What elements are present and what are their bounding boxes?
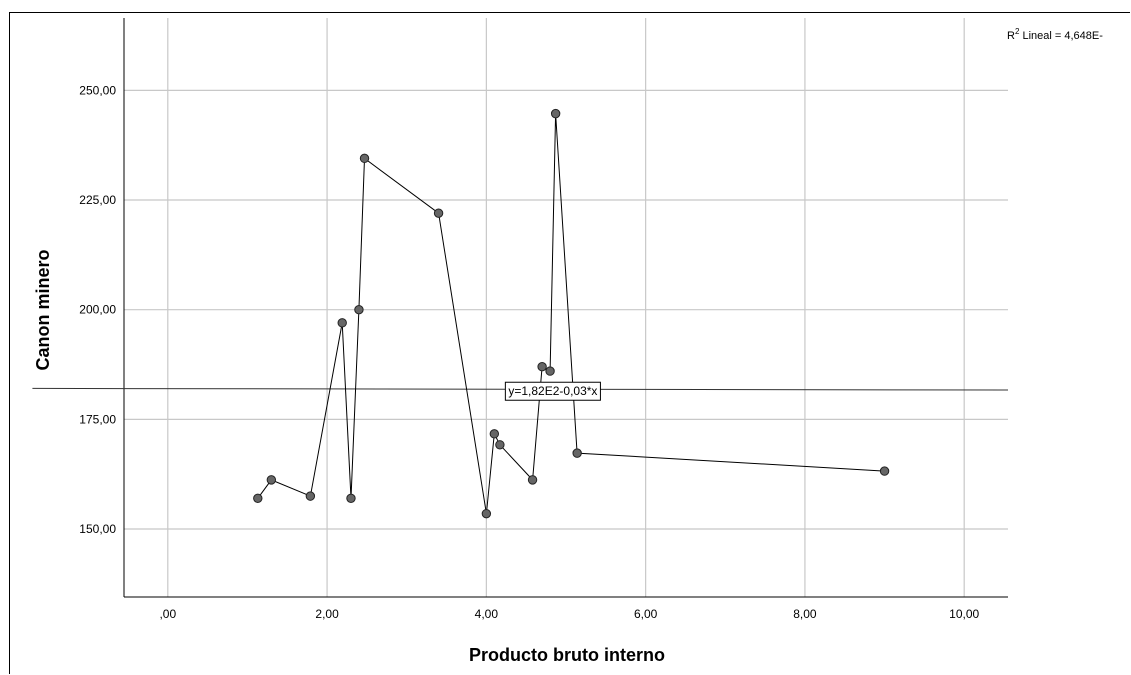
r2-superscript: 2 — [1015, 27, 1020, 36]
y-tick-labels: 150,00 175,00 200,00 225,00 250,00 — [79, 83, 116, 536]
data-point — [495, 440, 505, 450]
x-tick-label: 2,00 — [315, 607, 339, 621]
data-point — [572, 448, 582, 458]
x-axis-title: Producto bruto interno — [469, 645, 665, 665]
data-point — [550, 108, 561, 119]
data-point — [305, 491, 316, 501]
x-tick-label: ,00 — [159, 607, 176, 621]
r2-label: R2 Lineal = 4,648E- — [1007, 27, 1103, 42]
data-point — [337, 318, 347, 328]
y-tick-label: 225,00 — [79, 193, 116, 207]
data-point — [527, 475, 538, 485]
x-tick-label: 10,00 — [949, 607, 979, 621]
equation-label-box: y=1,82E2-0,03*x — [504, 381, 601, 401]
chart-frame — [9, 12, 1130, 674]
y-tick-label: 150,00 — [79, 522, 116, 536]
data-point — [354, 304, 364, 315]
x-tick-labels: ,00 2,00 4,00 6,00 8,00 10,00 — [159, 607, 979, 621]
data-point — [545, 366, 555, 376]
y-tick-label: 175,00 — [79, 412, 116, 426]
data-point — [433, 208, 444, 218]
y-axis-title: Canon minero — [33, 249, 53, 370]
equation-label: y=1,82E2-0,03*x — [508, 384, 597, 398]
data-point — [359, 153, 370, 164]
equation-box — [504, 381, 601, 401]
y-tick-label: 200,00 — [79, 303, 116, 317]
data-point — [481, 508, 492, 519]
data-point — [879, 466, 890, 476]
data-point — [537, 362, 547, 372]
data-point — [266, 475, 277, 485]
x-tick-label: 4,00 — [475, 607, 499, 621]
x-tick-label: 8,00 — [793, 607, 817, 621]
data-point — [489, 429, 500, 439]
r2-text: Lineal = 4,648E- — [1019, 30, 1103, 42]
vertical-gridlines — [167, 18, 965, 597]
y-tick-label: 250,00 — [79, 83, 116, 97]
data-point — [346, 493, 356, 504]
x-tick-label: 6,00 — [634, 607, 658, 621]
series-line — [257, 113, 885, 514]
horizontal-gridlines — [124, 89, 1008, 530]
r2-prefix: R — [1007, 30, 1015, 42]
data-points — [253, 108, 890, 519]
data-point — [253, 493, 263, 504]
